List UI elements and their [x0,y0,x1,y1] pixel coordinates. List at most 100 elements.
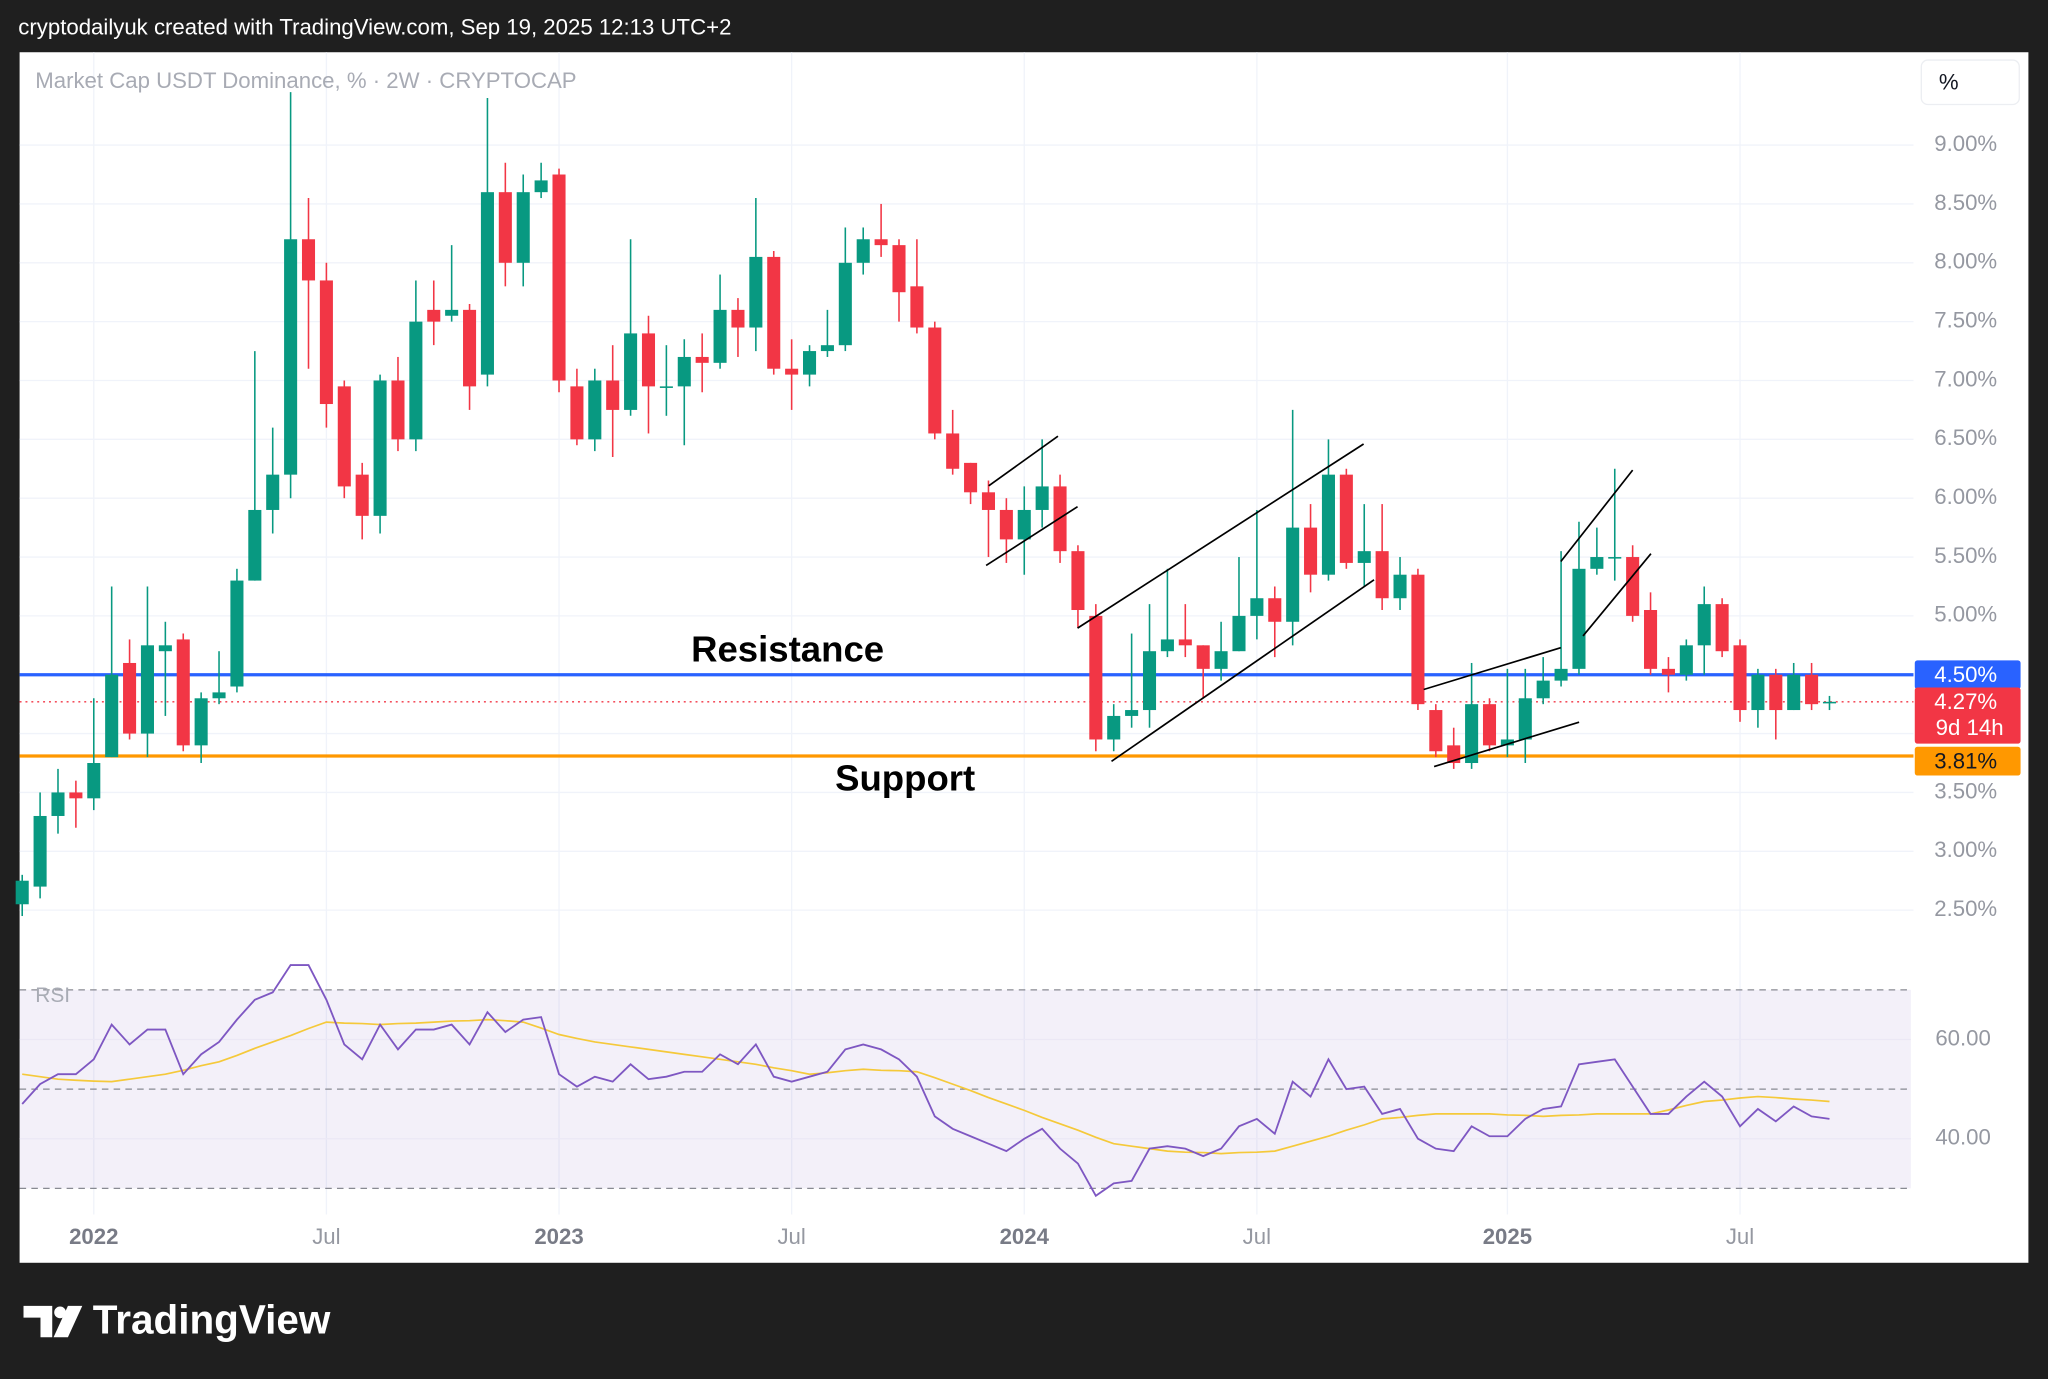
last-price-badge [1914,687,2021,744]
candle-body [301,239,316,281]
x-tick-label: Jul [1726,1224,1754,1249]
candle-body [498,192,512,263]
candle-body [1429,710,1443,752]
candle-body [588,380,602,440]
x-tick-label: 2022 [69,1224,118,1249]
scale-button[interactable] [1920,59,2020,106]
logo-part [54,1306,66,1319]
trendline [1582,553,1652,637]
trendline [1077,443,1365,629]
candle-body [1321,474,1335,575]
candle-body [194,698,208,746]
candle-body [1465,704,1479,764]
x-tick-label: 2023 [534,1224,583,1249]
candle-body [1447,745,1461,764]
candle-body [1304,527,1318,575]
candle-body [1644,610,1658,669]
candle-body [1715,604,1729,652]
scale-button-label[interactable]: % [1939,69,1959,94]
price-badge-label: 3.81% [1934,748,1997,773]
candle-body [856,239,870,263]
candle-body [230,580,244,687]
marks [15,92,1914,1198]
candle-body [659,386,673,388]
candle-body [463,309,477,387]
candle-body [1822,701,1837,704]
candle-body [1214,651,1228,669]
candle-body [284,239,298,475]
y-tick-label: 6.00% [1934,484,1997,509]
candle-body [1196,645,1210,669]
candle-body [1697,604,1711,646]
candle-body [1805,674,1819,705]
candle-body [1733,645,1747,711]
candle-body [892,245,906,293]
x-tick-label: 2024 [1000,1224,1050,1249]
candle-body [713,309,727,363]
candle-body [641,333,656,387]
candle-body [33,815,47,887]
rsi-legend: RSI [35,984,70,1007]
candle-body [695,356,709,363]
candle-body [445,309,459,316]
candle-body [1769,674,1783,711]
candle-body [427,309,441,322]
candle-body [1608,557,1622,559]
candle-body [1125,710,1139,716]
candle-body [1268,598,1282,622]
candle-body [928,327,942,434]
trendline [1111,579,1375,763]
candle-body [1536,680,1550,699]
candle-body [1482,704,1497,746]
candle-body [1375,551,1389,599]
logo-part [53,1305,83,1338]
trendline [1560,469,1634,563]
x-tick-label: Jul [777,1224,805,1249]
candle-body [552,174,566,381]
drawings [985,435,1652,768]
candle-body [212,692,226,699]
candle-body [964,462,978,493]
trendline [1423,646,1562,691]
price-badge [1914,660,2021,690]
rsi-line [21,964,1830,1198]
rsi-tick-label: 40.00 [1935,1125,1991,1150]
brand-logo [23,1305,83,1338]
candle-body [946,433,960,469]
candle-body [1142,651,1157,711]
candle-body [355,474,369,516]
candle-body [874,239,888,246]
candle-body [910,286,924,328]
trendline [1433,721,1580,768]
candle-body [1590,557,1604,569]
candle-body [176,639,190,746]
price-badge [1914,746,2021,776]
y-tick-label: 3.00% [1934,837,1997,862]
candle-body [1160,639,1174,652]
rsi-tick-label: 60.00 [1935,1025,1991,1050]
candle-body [1518,698,1532,740]
labels: 2022 Jul 2023 Jul 2024 Jul 2025 Jul 2.50% 3.00% 3.… [69,131,2021,1249]
y-tick-label: 8.00% [1934,249,1997,274]
candle-body [51,792,65,816]
candle-body [1232,615,1246,652]
y-tick-label: 7.50% [1934,308,1997,333]
candle-body [624,333,638,410]
x-tick-label: Jul [1243,1224,1271,1249]
x-tick-label: Jul [312,1224,340,1249]
trendline [988,435,1059,487]
candle-body [1500,739,1514,746]
candle-body [1071,551,1085,611]
candle-body [1787,674,1801,711]
candle-body [767,256,781,369]
candle-body [1554,668,1568,681]
candle-body [123,662,137,734]
logo-part [23,1305,53,1338]
candle-body [838,262,852,346]
candle-body [409,321,423,440]
candle-body [1626,557,1640,616]
candle-body [1286,527,1300,622]
candle-body [570,386,584,440]
y-tick-label: 5.50% [1934,543,1997,568]
